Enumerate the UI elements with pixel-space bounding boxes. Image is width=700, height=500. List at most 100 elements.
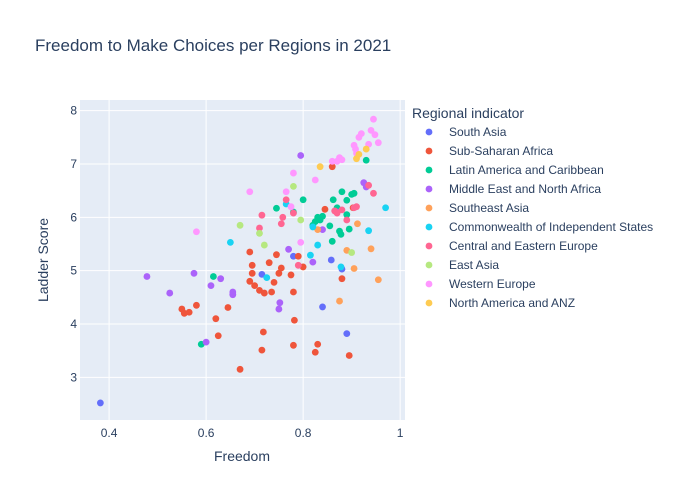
data-point (345, 352, 353, 359)
data-point (328, 163, 336, 171)
data-point (328, 237, 336, 245)
data-point (256, 224, 263, 232)
data-point (333, 209, 341, 217)
data-point (326, 222, 334, 230)
legend-item-label: Latin America and Caribbean (449, 163, 604, 177)
data-point (290, 169, 297, 177)
data-point (246, 277, 254, 285)
legend-marker (425, 223, 433, 231)
y-tick-labels: 3 4 5 6 7 8 (70, 104, 77, 385)
y-tick-label: 8 (70, 104, 77, 118)
legend-marker (425, 147, 433, 155)
data-point (314, 241, 322, 249)
data-point (362, 145, 370, 153)
data-point (143, 273, 151, 280)
x-tick-label: 0.8 (295, 426, 312, 440)
x-tick-label: 1 (397, 426, 404, 440)
data-point (374, 139, 382, 147)
data-point (357, 130, 365, 138)
data-point (350, 265, 358, 272)
data-point (287, 203, 295, 211)
data-point (277, 264, 285, 272)
data-point (258, 211, 266, 219)
data-point (290, 341, 297, 349)
data-point (290, 252, 297, 260)
data-point (282, 196, 290, 204)
data-point (370, 115, 377, 123)
data-point (319, 303, 326, 311)
data-point (337, 263, 345, 271)
data-point (190, 269, 198, 277)
data-point (185, 308, 193, 316)
legend-item-label: Sub-Saharan Africa (449, 144, 553, 158)
data-point (365, 181, 373, 189)
x-tick-label: 0.6 (198, 426, 215, 440)
data-point (297, 152, 305, 159)
data-point (258, 271, 266, 278)
data-point (248, 269, 256, 277)
data-point (309, 258, 317, 266)
data-point (273, 204, 280, 212)
legend-item-label: South Asia (449, 125, 507, 139)
plot-area (80, 100, 405, 420)
legend-marker (425, 299, 433, 307)
chart-title: Freedom to Make Choices per Regions in 2… (35, 36, 391, 55)
data-point (382, 204, 389, 212)
data-point (212, 315, 220, 323)
data-point (321, 205, 329, 213)
x-tick-labels: 0.4 0.6 0.8 1 (101, 426, 404, 440)
data-point (311, 348, 319, 356)
data-point (319, 226, 326, 234)
data-points (96, 115, 389, 407)
data-point (350, 189, 358, 197)
x-axis-title: Freedom (214, 448, 270, 464)
data-point (336, 297, 343, 305)
data-point (365, 227, 373, 235)
data-point (251, 282, 259, 289)
data-point (268, 288, 276, 296)
data-point (316, 163, 324, 171)
y-tick-label: 6 (70, 210, 77, 224)
y-tick-label: 3 (70, 370, 77, 384)
data-point (297, 216, 305, 224)
data-point (246, 188, 254, 196)
data-point (294, 261, 302, 269)
legend-item-label: Southeast Asia (449, 201, 529, 215)
data-point (311, 176, 319, 184)
data-point (309, 223, 317, 231)
data-point (277, 220, 285, 228)
y-axis-title: Ladder Score (35, 218, 51, 302)
data-point (287, 271, 295, 279)
data-point (345, 225, 353, 233)
data-point (166, 289, 174, 297)
data-point (343, 216, 351, 224)
data-point (355, 151, 363, 158)
legend-marker (425, 185, 433, 193)
data-point (224, 304, 232, 311)
y-tick-label: 4 (70, 317, 77, 331)
data-point (279, 213, 287, 221)
data-point (276, 299, 284, 307)
legend-item-label: East Asia (449, 258, 499, 272)
data-point (329, 196, 337, 204)
data-point (217, 275, 225, 283)
legend-item-label: Western Europe (449, 277, 536, 291)
data-point (282, 188, 290, 196)
data-point (307, 251, 314, 259)
legend-item-label: Central and Eastern Europe (449, 239, 598, 253)
y-tick-label: 5 (70, 264, 77, 278)
data-point (226, 239, 234, 246)
data-point (338, 156, 346, 164)
data-point (374, 276, 382, 284)
legend-item-label: North America and ANZ (449, 296, 575, 310)
data-point (236, 365, 244, 373)
legend-marker (425, 261, 433, 269)
data-point (207, 282, 215, 289)
data-point (256, 229, 263, 237)
data-point (337, 231, 345, 238)
data-point (248, 261, 256, 269)
legend-marker (425, 166, 433, 174)
data-point (285, 245, 292, 253)
data-point (338, 206, 346, 214)
